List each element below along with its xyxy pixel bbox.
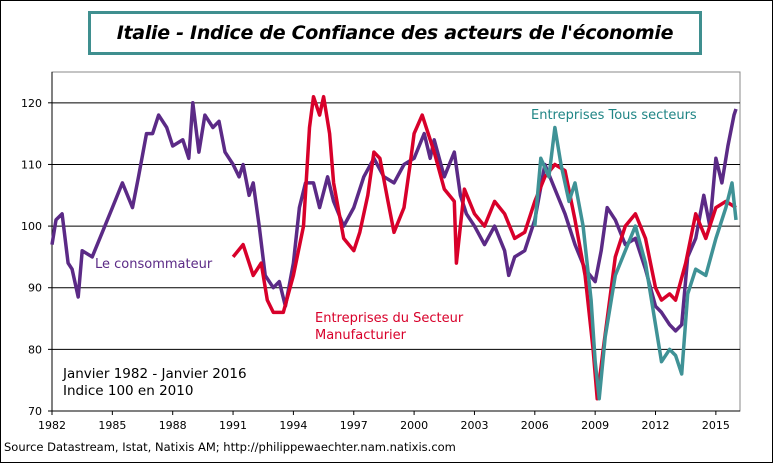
x-tick-label: 1997 (340, 419, 368, 432)
label-manufacturing: Entreprises du Secteur Manufacturier (315, 310, 463, 344)
label-manufacturing-line2: Manufacturier (315, 328, 406, 343)
x-tick-label: 2012 (642, 419, 670, 432)
x-tick-label: 2015 (702, 419, 730, 432)
label-consumer: Le consommateur (95, 257, 213, 272)
y-tick-label: 100 (21, 220, 42, 233)
x-tick-label: 1985 (98, 419, 126, 432)
series-consumer-line (50, 101, 738, 333)
chart-title: Italie - Indice de Confiance des acteurs… (116, 22, 674, 44)
x-tick-label: 2000 (400, 419, 428, 432)
title-box: Italie - Indice de Confiance des acteurs… (88, 11, 702, 55)
source-note: Source Datastream, Istat, Natixis AM; ht… (4, 440, 456, 454)
y-tick-label: 110 (21, 158, 42, 171)
label-all-sectors: Entreprises Tous secteurs (531, 108, 697, 123)
y-tick-label: 80 (28, 343, 42, 356)
note-period: Janvier 1982 - Janvier 2016 (63, 366, 247, 382)
x-tick-label: 2006 (521, 419, 549, 432)
label-manufacturing-line1: Entreprises du Secteur (315, 311, 464, 326)
y-tick-label: 70 (28, 405, 42, 418)
note-base: Indice 100 en 2010 (63, 383, 194, 399)
x-tick-label: 1982 (38, 419, 66, 432)
x-tick-label: 2003 (460, 419, 488, 432)
note: Janvier 1982 - Janvier 2016 Indice 100 e… (63, 366, 247, 400)
y-tick-label: 120 (21, 97, 42, 110)
series-manufacturing-line (231, 94, 737, 401)
x-tick-label: 1994 (279, 419, 307, 432)
x-tick-label: 1991 (219, 419, 247, 432)
x-tick-label: 1988 (159, 419, 187, 432)
x-tick-label: 2009 (581, 419, 609, 432)
series-all-sectors-line (533, 125, 738, 401)
y-tick-label: 90 (28, 282, 42, 295)
